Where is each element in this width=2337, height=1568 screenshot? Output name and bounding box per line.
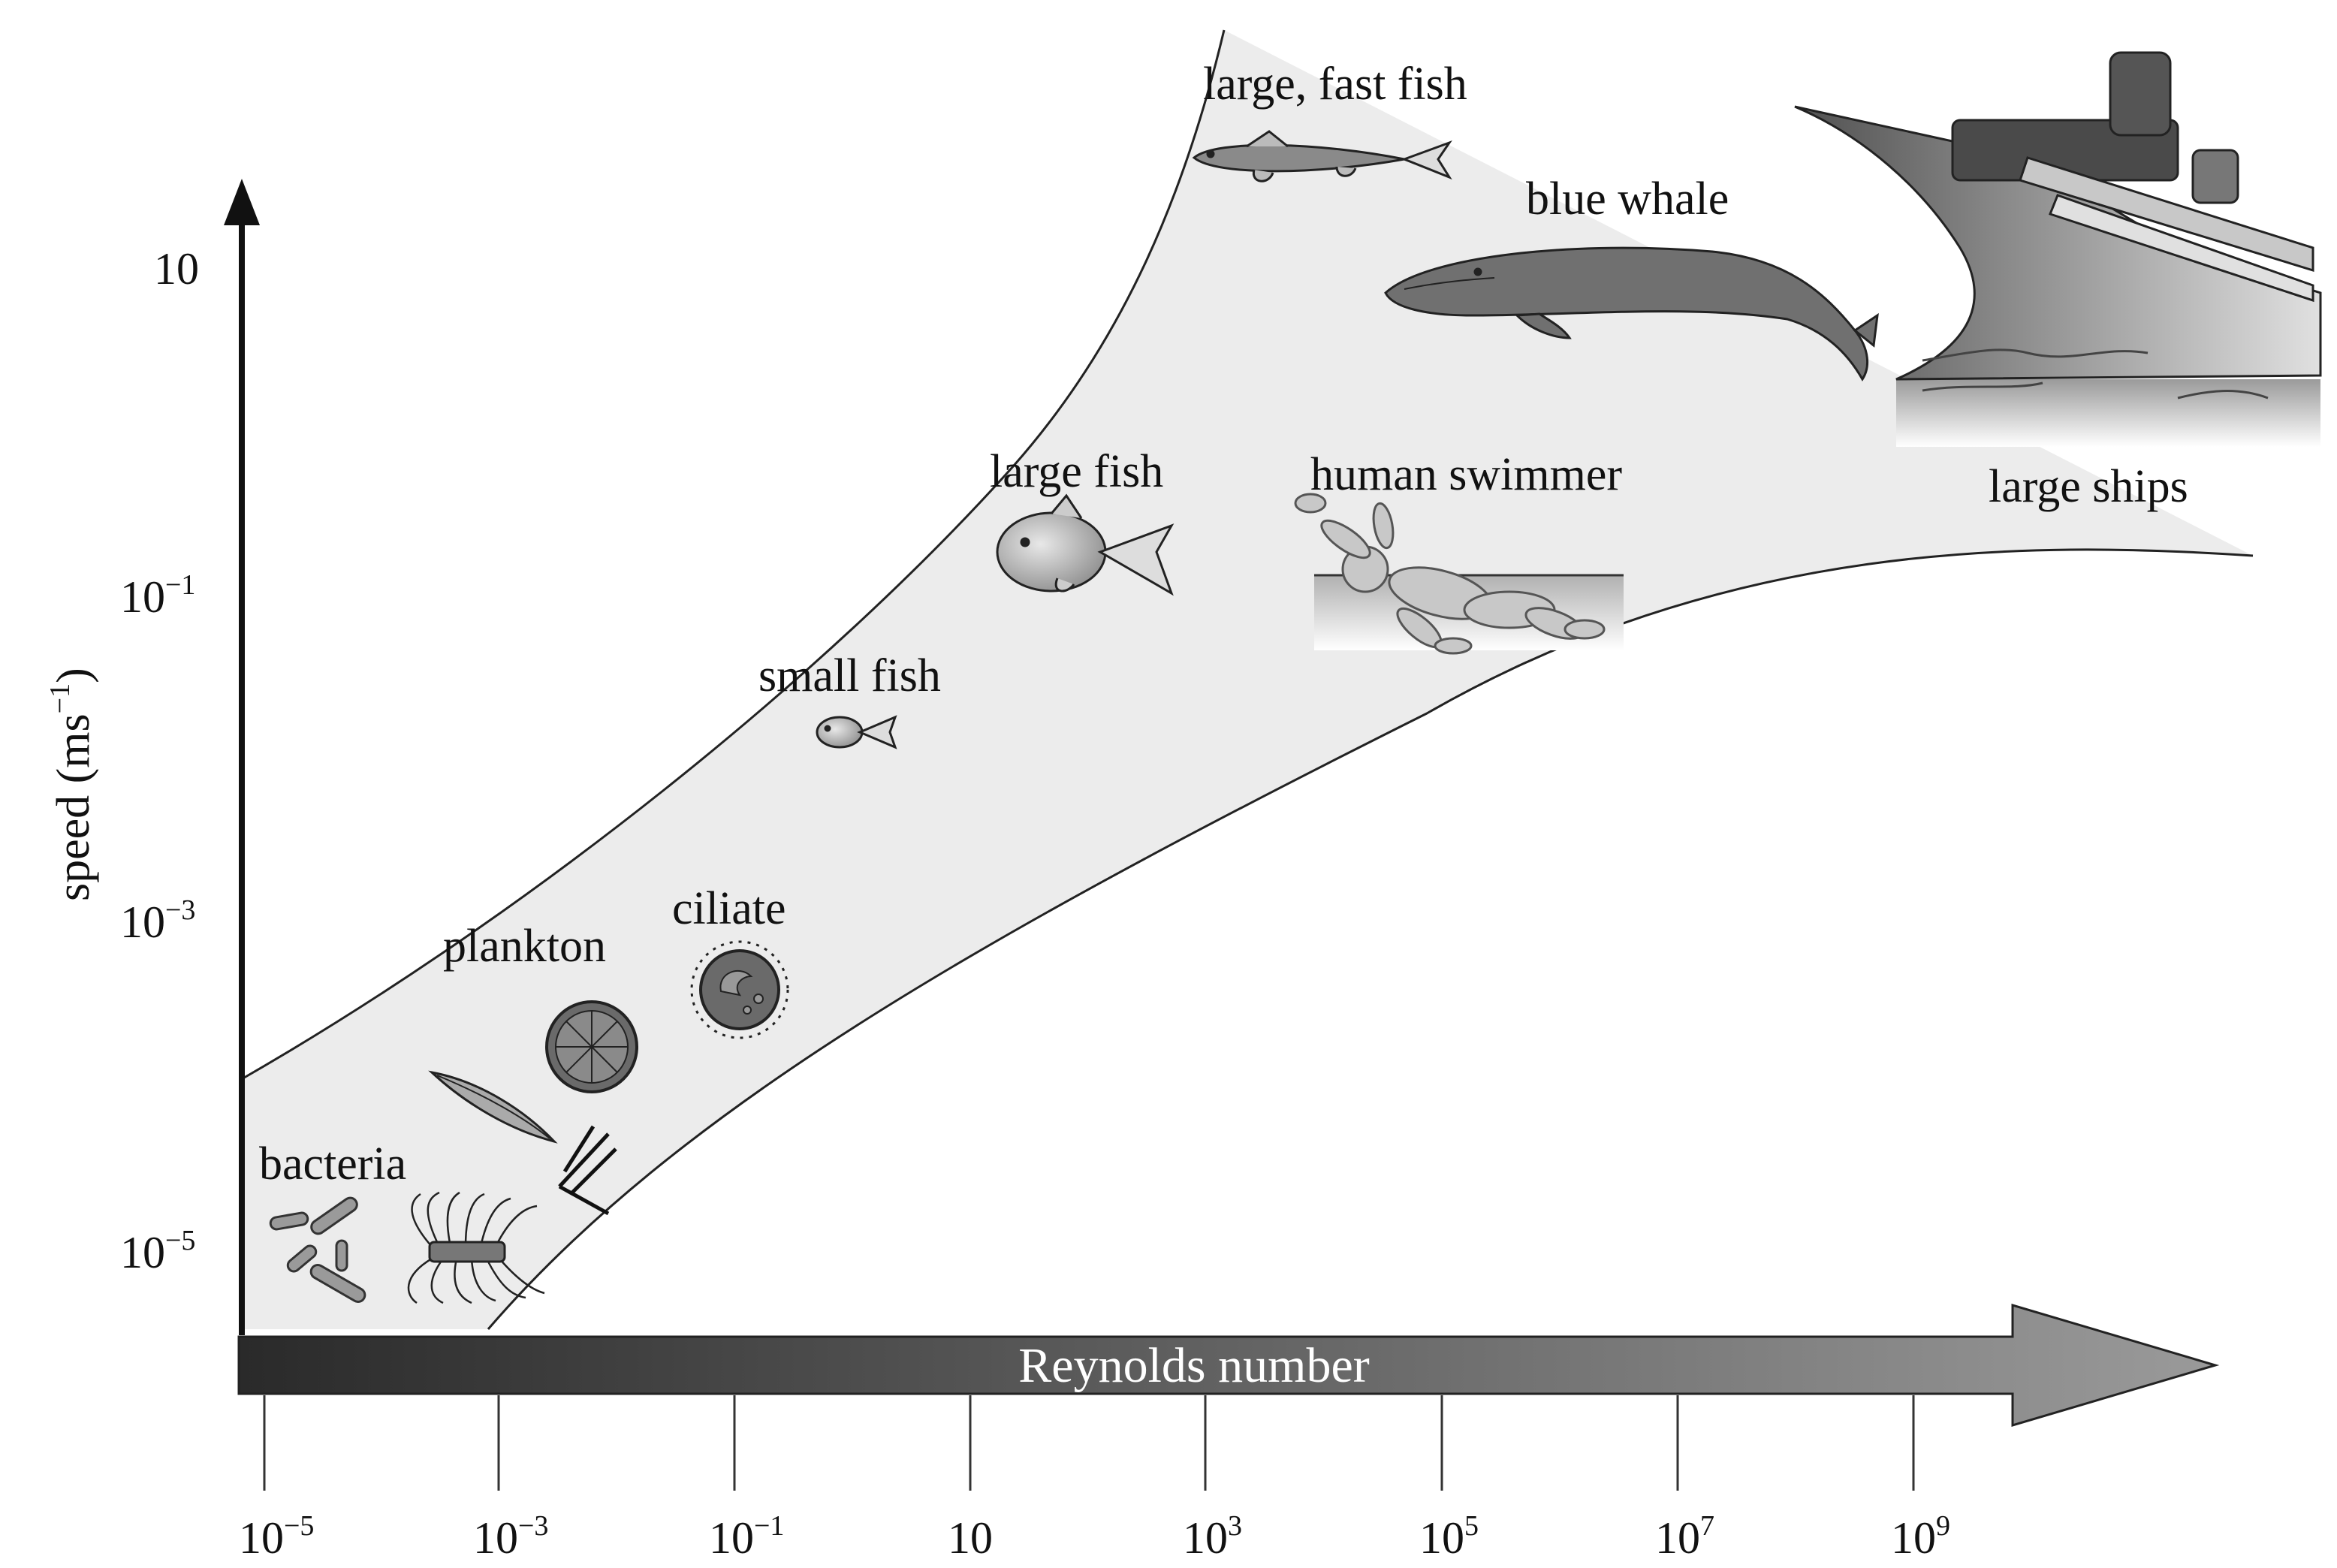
- fast-fish-label: large, fast fish: [1203, 59, 1467, 110]
- plankton-cluster-icon: [407, 1191, 545, 1304]
- fast-fish-icon: [1192, 130, 1452, 182]
- y-axis-title-main: speed (ms: [48, 713, 99, 901]
- x-tick-base: 10: [948, 1513, 993, 1563]
- y-tick-10-3: 10−3: [120, 894, 195, 947]
- x-tick-exp: −1: [754, 1510, 784, 1542]
- large-ship-icon: [1794, 51, 2322, 447]
- x-tick-10-1: 10−1: [709, 1510, 784, 1563]
- y-tick-10: 10: [154, 244, 199, 294]
- x-tick-exp: 3: [1228, 1510, 1242, 1542]
- x-axis-title: Reynolds number: [1018, 1338, 1369, 1393]
- blue-whale-icon: [1384, 246, 1879, 381]
- y-tick-exp: −5: [165, 1225, 195, 1256]
- x-tick-base: 10: [1891, 1513, 1936, 1563]
- radial-diatom-icon: [545, 1000, 638, 1093]
- human-swimmer-icon: [1294, 493, 1624, 655]
- y-tick-base: 10: [120, 1228, 165, 1277]
- blue-whale-label: blue whale: [1526, 173, 1729, 225]
- band-lower-edge: [487, 548, 2254, 1330]
- y-axis-arrowhead: [224, 179, 260, 225]
- x-tick-exp: 5: [1464, 1510, 1479, 1542]
- large-fish-label: large fish: [990, 446, 1163, 497]
- x-tick-10-7: 107: [1655, 1510, 1714, 1563]
- large-fish-icon: [996, 493, 1175, 596]
- x-tick-base: 10: [1419, 1513, 1464, 1563]
- plankton-body: [428, 1241, 506, 1263]
- y-tick-base: 10: [120, 897, 165, 947]
- y-axis-title-exp: −1: [44, 683, 76, 713]
- plankton-label: plankton: [443, 921, 606, 972]
- bacteria-label: bacteria: [259, 1138, 406, 1190]
- y-tick-base: 10: [120, 572, 165, 622]
- x-tick-10-9: 109: [1891, 1510, 1950, 1563]
- y-tick-exp: −1: [165, 569, 195, 601]
- x-tick-exp: −3: [518, 1510, 548, 1542]
- x-tick-10-5-pos: 105: [1419, 1510, 1479, 1563]
- x-tick-10-3: 10−3: [473, 1510, 548, 1563]
- ciliate-icon: [690, 940, 789, 1039]
- y-axis-title: speed (ms−1): [44, 668, 99, 901]
- large-ships-label: large ships: [1989, 461, 2188, 512]
- x-tick-10-3-pos: 103: [1183, 1510, 1242, 1563]
- x-tick-base: 10: [473, 1513, 518, 1563]
- diatom-icon: [428, 1070, 558, 1144]
- x-tick-10: 10: [948, 1513, 993, 1563]
- x-tick-exp: 7: [1700, 1510, 1714, 1542]
- band-upper-edge: [240, 29, 1226, 1081]
- x-tick-exp: 9: [1936, 1510, 1950, 1542]
- x-tick-lines: [263, 1395, 1915, 1491]
- x-tick-10-5: 10−5: [239, 1510, 314, 1563]
- reynolds-arrow: [237, 1303, 2220, 1428]
- x-tick-base: 10: [1183, 1513, 1228, 1563]
- y-tick-10-5: 10−5: [120, 1225, 195, 1277]
- y-tick-base: 10: [154, 244, 199, 294]
- y-axis-title-close: ): [48, 668, 99, 683]
- ciliate-label: ciliate: [672, 883, 786, 934]
- needle-cluster-icon: [558, 1125, 617, 1216]
- x-tick-base: 10: [709, 1513, 754, 1563]
- small-fish-icon: [816, 715, 897, 749]
- y-tick-10-1: 10−1: [120, 569, 195, 622]
- bacteria-icon: [269, 1196, 366, 1303]
- x-tick-exp: −5: [284, 1510, 314, 1542]
- x-tick-base: 10: [239, 1513, 284, 1563]
- small-fish-label: small fish: [758, 650, 941, 701]
- human-swimmer-label: human swimmer: [1310, 449, 1622, 500]
- y-tick-exp: −3: [165, 894, 195, 926]
- x-tick-base: 10: [1655, 1513, 1700, 1563]
